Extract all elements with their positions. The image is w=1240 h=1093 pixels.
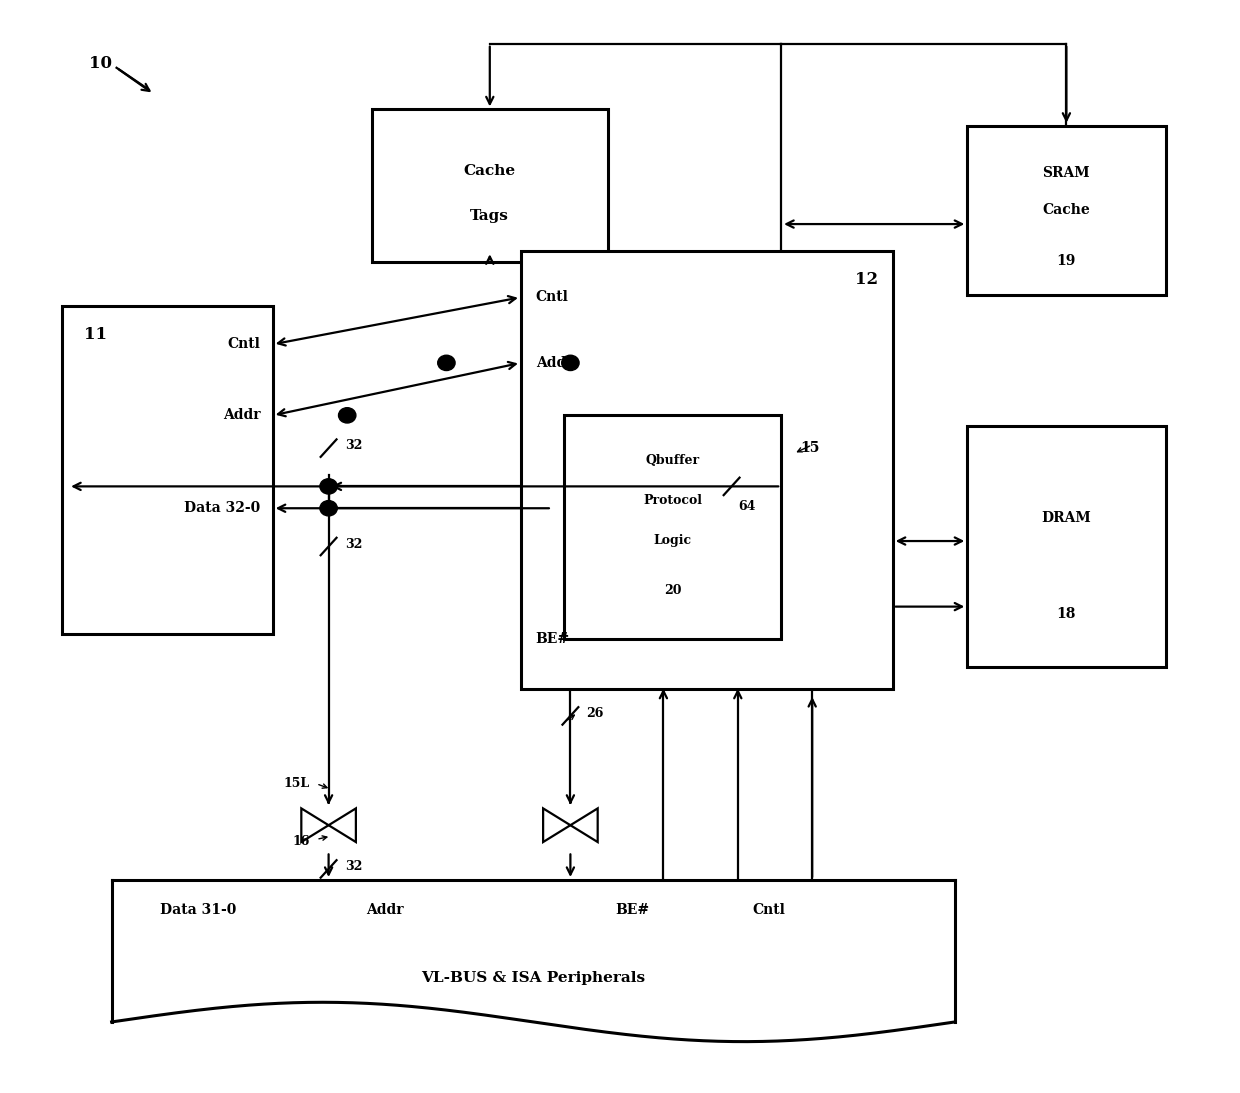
- Text: 11: 11: [84, 326, 108, 343]
- Text: 15: 15: [800, 442, 820, 455]
- Bar: [967, 126, 1166, 295]
- Circle shape: [320, 501, 337, 516]
- Text: 64: 64: [738, 500, 755, 513]
- Text: 32: 32: [345, 439, 362, 453]
- Text: Qbuffer: Qbuffer: [646, 454, 699, 467]
- Text: Addr: Addr: [223, 409, 260, 422]
- Text: 16: 16: [293, 835, 310, 848]
- Text: SRAM: SRAM: [1043, 166, 1090, 180]
- Text: 19: 19: [1056, 255, 1076, 268]
- Text: Logic: Logic: [653, 534, 692, 548]
- Text: 32: 32: [345, 860, 362, 873]
- Text: Data 31-0: Data 31-0: [160, 904, 237, 917]
- Bar: [62, 306, 273, 634]
- Text: Protocol: Protocol: [644, 494, 702, 507]
- Text: 26: 26: [587, 707, 604, 720]
- Bar: [372, 109, 608, 262]
- Text: 18: 18: [1056, 607, 1076, 621]
- Text: Cache: Cache: [464, 164, 516, 177]
- Text: 20: 20: [663, 584, 682, 597]
- Circle shape: [438, 355, 455, 371]
- Text: VL-BUS & ISA Peripherals: VL-BUS & ISA Peripherals: [422, 971, 645, 985]
- Text: Data 32-0: Data 32-0: [185, 502, 260, 515]
- Bar: [564, 415, 781, 639]
- Text: DRAM: DRAM: [1042, 510, 1091, 525]
- Circle shape: [320, 479, 337, 494]
- Circle shape: [562, 355, 579, 371]
- Text: 10: 10: [89, 55, 113, 72]
- Text: Cntl: Cntl: [536, 291, 569, 304]
- Text: Addr: Addr: [536, 356, 573, 369]
- Text: Tags: Tags: [470, 210, 510, 223]
- Bar: [521, 251, 893, 689]
- Text: Cache: Cache: [1043, 203, 1090, 218]
- Text: 32: 32: [345, 538, 362, 551]
- Text: 15L: 15L: [284, 777, 310, 790]
- Text: Addr: Addr: [366, 904, 403, 917]
- Text: BE#: BE#: [615, 904, 650, 917]
- Bar: [967, 426, 1166, 667]
- Text: Cntl: Cntl: [753, 904, 785, 917]
- Circle shape: [339, 408, 356, 423]
- Text: Cntl: Cntl: [227, 338, 260, 351]
- Text: BE#: BE#: [536, 633, 570, 646]
- Text: 12: 12: [854, 271, 878, 289]
